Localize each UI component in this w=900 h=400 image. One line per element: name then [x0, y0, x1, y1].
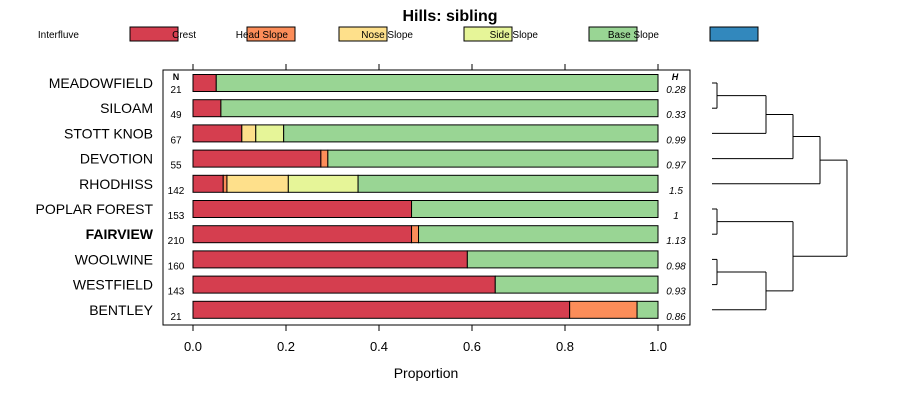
- h-value: 1.5: [669, 186, 683, 197]
- h-value: 1: [673, 211, 679, 222]
- n-value: 67: [170, 135, 182, 146]
- bar-segment: [327, 149, 659, 168]
- bar-segment: [192, 275, 496, 294]
- bar-segment: [222, 174, 228, 193]
- legend-label: Head Slope: [236, 30, 289, 41]
- legend-swatch: [129, 26, 179, 42]
- dendrogram: [712, 82, 848, 311]
- bar-segment: [466, 250, 659, 269]
- bar-segment: [192, 74, 217, 92]
- n-value: 153: [168, 211, 185, 222]
- chart-title: Hills: sibling: [402, 8, 497, 25]
- bar-segment: [418, 225, 659, 244]
- row-labels: MEADOWFIELD 21 0.28 SILOAM 49 0.33 STOTT KNOB 6…: [36, 75, 687, 323]
- bars-group: [192, 74, 659, 319]
- bar-segment: [320, 149, 329, 168]
- x-tick-label: 0.0: [184, 339, 202, 354]
- h-value: 0.99: [666, 135, 686, 146]
- row-label: STOTT KNOB: [64, 125, 153, 141]
- bar-segment: [255, 124, 285, 143]
- legend-label: Interfluve: [38, 30, 80, 41]
- bar-segment: [494, 275, 659, 294]
- h-value: 0.28: [666, 85, 686, 96]
- plot-frame: [162, 69, 691, 326]
- row-label: POPLAR FOREST: [36, 201, 154, 217]
- n-value: 143: [168, 287, 185, 298]
- bar-segment: [569, 300, 638, 319]
- bar-segment: [192, 200, 413, 218]
- x-axis: 0.0 0.2 0.4 0.6 0.8 1.0: [184, 64, 667, 354]
- bar-segment: [220, 99, 659, 118]
- bar-segment: [283, 124, 659, 143]
- x-tick-label: 0.8: [556, 339, 574, 354]
- row-label: MEADOWFIELD: [49, 75, 153, 91]
- legend-swatch: [463, 26, 513, 42]
- legend-label: Nose Slope: [361, 30, 413, 41]
- n-value: 210: [168, 236, 185, 247]
- h-column-header: H: [672, 72, 679, 82]
- h-value: 0.98: [666, 261, 686, 272]
- legend-swatch: [588, 26, 638, 42]
- bar-segment: [226, 174, 289, 193]
- legend-swatch: [246, 26, 296, 42]
- n-value: 55: [170, 161, 182, 172]
- n-value: 49: [170, 110, 182, 121]
- legend-label: Side Slope: [490, 30, 539, 41]
- h-value: 0.97: [666, 161, 686, 172]
- legend: Interfluve Crest Head Slope Nose Slope Side …: [38, 26, 759, 42]
- n-value: 160: [168, 261, 185, 272]
- row-label: WESTFIELD: [73, 277, 153, 293]
- bar-segment: [192, 174, 224, 193]
- n-value: 142: [168, 186, 185, 197]
- legend-swatch: [338, 26, 388, 42]
- row-label: FAIRVIEW: [86, 226, 154, 242]
- bar-segment: [192, 99, 222, 118]
- n-column-header: N: [173, 72, 180, 82]
- legend-label: Base Slope: [608, 30, 660, 41]
- bar-segment: [411, 225, 420, 244]
- bar-segment: [636, 300, 659, 319]
- x-tick-label: 1.0: [649, 339, 667, 354]
- x-tick-label: 0.6: [463, 339, 481, 354]
- row-label: BENTLEY: [89, 302, 153, 318]
- bar-segment: [215, 74, 659, 92]
- x-tick-label: 0.2: [277, 339, 295, 354]
- bar-segment: [287, 174, 359, 193]
- row-label: RHODHISS: [79, 176, 153, 192]
- h-value: 0.86: [666, 312, 686, 323]
- row-label: WOOLWINE: [75, 251, 153, 267]
- x-tick-label: 0.4: [370, 339, 388, 354]
- row-label: SILOAM: [100, 100, 153, 116]
- bar-segment: [192, 124, 243, 143]
- h-value: 0.33: [666, 110, 686, 121]
- bar-segment: [192, 149, 322, 168]
- h-value: 0.93: [666, 287, 686, 298]
- legend-swatch: [709, 26, 759, 42]
- x-axis-label: Proportion: [394, 365, 459, 381]
- n-value: 21: [170, 312, 182, 323]
- bar-segment: [192, 300, 571, 319]
- n-value: 21: [170, 85, 182, 96]
- bar-segment: [241, 124, 257, 143]
- bar-segment: [357, 174, 659, 193]
- bar-segment: [192, 225, 413, 244]
- row-label: DEVOTION: [80, 151, 153, 167]
- legend-label: Crest: [172, 30, 196, 41]
- bar-segment: [411, 200, 659, 218]
- h-value: 1.13: [666, 236, 686, 247]
- bar-segment: [192, 250, 468, 269]
